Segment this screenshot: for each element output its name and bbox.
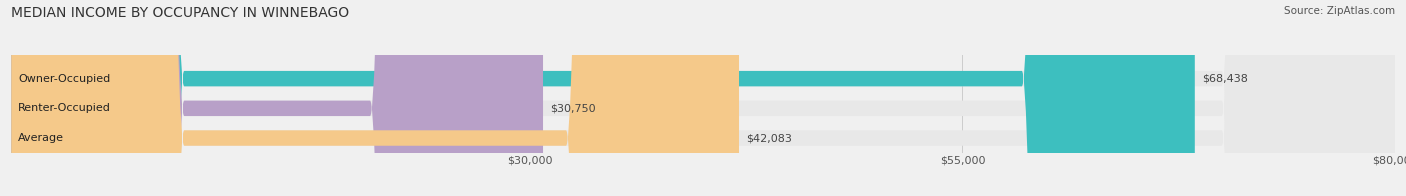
FancyBboxPatch shape (11, 0, 1195, 196)
Text: Source: ZipAtlas.com: Source: ZipAtlas.com (1284, 6, 1395, 16)
FancyBboxPatch shape (11, 0, 1395, 196)
Text: $68,438: $68,438 (1202, 74, 1247, 84)
Text: Owner-Occupied: Owner-Occupied (18, 74, 111, 84)
FancyBboxPatch shape (11, 0, 1395, 196)
FancyBboxPatch shape (11, 0, 1395, 196)
Text: $42,083: $42,083 (747, 133, 792, 143)
FancyBboxPatch shape (11, 0, 740, 196)
Text: Renter-Occupied: Renter-Occupied (18, 103, 111, 113)
FancyBboxPatch shape (11, 0, 543, 196)
Text: $30,750: $30,750 (550, 103, 596, 113)
Text: Average: Average (18, 133, 65, 143)
Text: MEDIAN INCOME BY OCCUPANCY IN WINNEBAGO: MEDIAN INCOME BY OCCUPANCY IN WINNEBAGO (11, 6, 349, 20)
